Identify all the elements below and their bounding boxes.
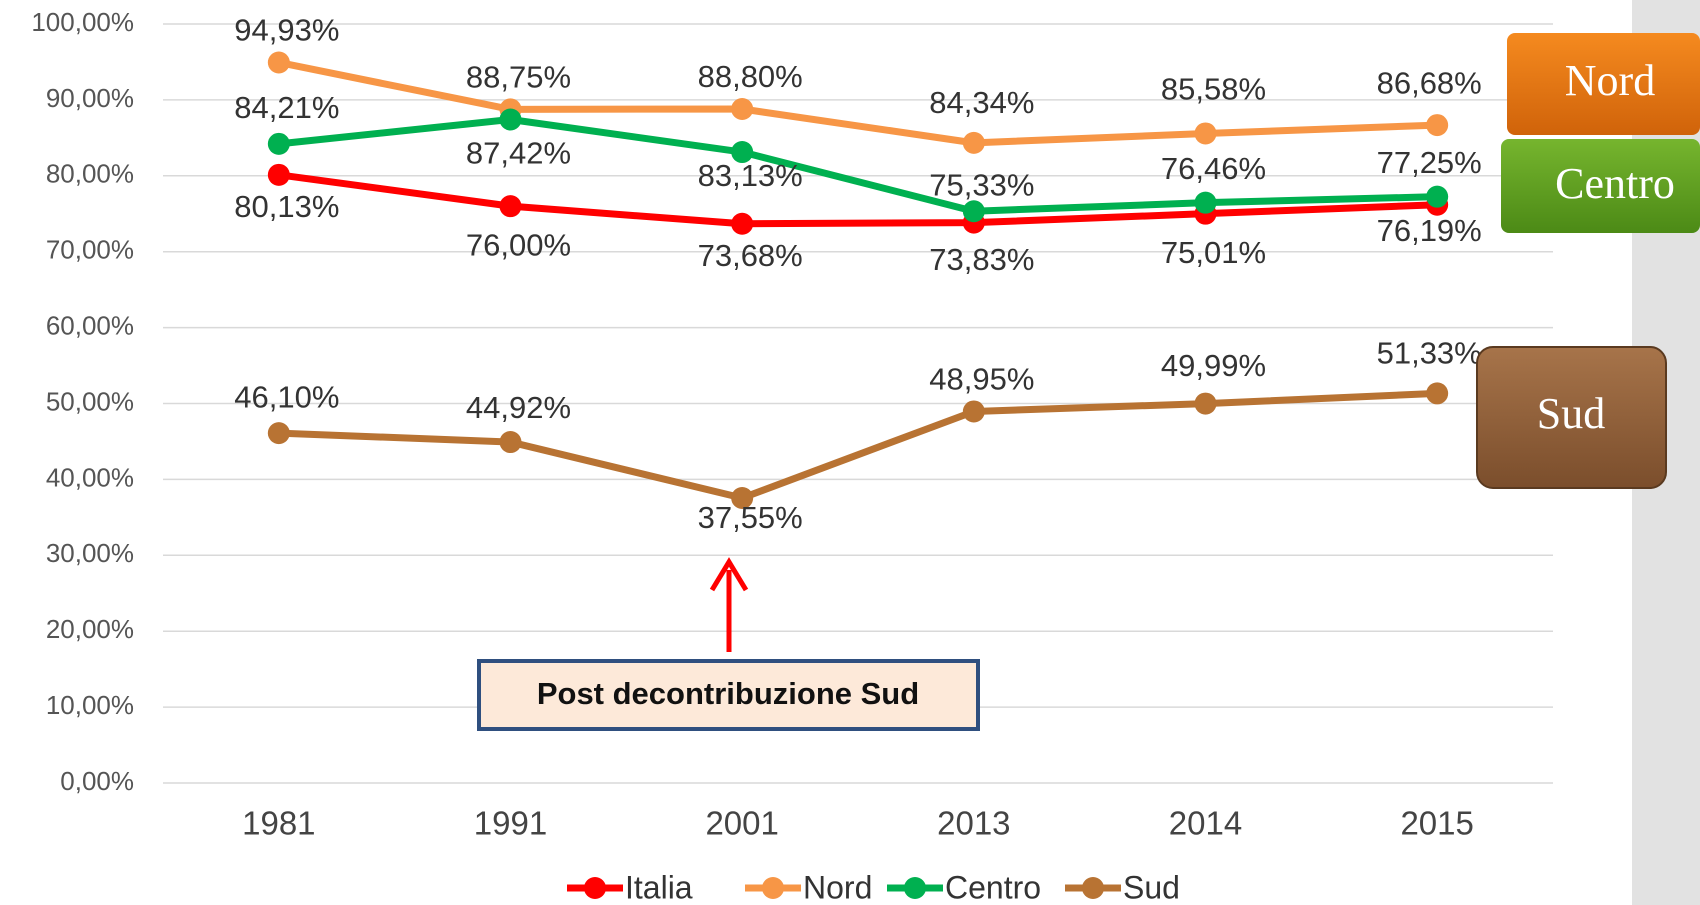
x-tick-label: 1991 <box>474 805 547 842</box>
data-label: 46,10% <box>234 379 339 414</box>
x-tick-label: 2001 <box>705 805 778 842</box>
data-label: 76,19% <box>1377 213 1482 248</box>
point <box>731 212 754 235</box>
point <box>1426 114 1449 137</box>
side-box <box>1507 33 1700 135</box>
data-label: 73,68% <box>698 238 803 273</box>
point <box>1194 191 1217 214</box>
point <box>962 400 985 423</box>
x-tick-label: 2013 <box>937 805 1010 842</box>
data-label: 77,25% <box>1377 145 1482 180</box>
y-tick-label: 70,00% <box>46 235 134 265</box>
data-label: 76,00% <box>466 227 571 262</box>
point <box>1426 382 1449 405</box>
data-label: 80,13% <box>234 189 339 224</box>
legend-swatch <box>1082 877 1104 899</box>
point <box>1426 185 1449 208</box>
point <box>962 200 985 223</box>
data-label: 86,68% <box>1377 65 1482 100</box>
y-tick-label: 80,00% <box>46 159 134 189</box>
data-label: 49,99% <box>1161 348 1266 383</box>
y-tick-label: 30,00% <box>46 538 134 568</box>
data-label: 84,34% <box>929 85 1034 120</box>
data-label: 83,13% <box>698 158 803 193</box>
data-label: 51,33% <box>1377 336 1482 371</box>
y-tick-label: 50,00% <box>46 386 134 416</box>
series-line <box>278 389 1438 502</box>
data-label: 37,55% <box>698 500 803 535</box>
data-label: 84,21% <box>234 90 339 125</box>
point <box>731 486 754 509</box>
plot: 0,00% 10,00% 20,00% 30,00% 40,00% 50,00% 60,00… <box>31 7 1553 905</box>
data-label: 75,33% <box>929 167 1034 202</box>
data-label: 88,80% <box>698 59 803 94</box>
side-label: Sud <box>1537 389 1605 438</box>
point <box>499 108 522 131</box>
y-tick-label: 100,00% <box>31 7 134 37</box>
side-label: Centro <box>1555 159 1675 208</box>
x-tick-label: 1981 <box>242 805 315 842</box>
data-label: 85,58% <box>1161 72 1266 107</box>
data-label: 94,93% <box>234 13 339 48</box>
y-tick-label: 0,00% <box>60 766 134 796</box>
legend-label: Sud <box>1123 869 1180 905</box>
data-label: 73,83% <box>929 242 1034 277</box>
point <box>962 131 985 154</box>
legend-label: Centro <box>945 869 1041 905</box>
series-line <box>278 59 1438 147</box>
point <box>499 431 522 454</box>
x-tick-label: 2014 <box>1169 805 1242 842</box>
point <box>499 195 522 218</box>
y-tick-label: 20,00% <box>46 614 134 644</box>
legend-swatch <box>584 877 606 899</box>
annotation-box <box>477 659 980 731</box>
series-line <box>278 171 1438 228</box>
side-label: Nord <box>1565 56 1655 105</box>
legend-swatch <box>762 877 784 899</box>
side-box <box>1501 139 1700 233</box>
data-label: 44,92% <box>466 390 571 425</box>
data-label: 88,75% <box>466 60 571 95</box>
legend-label: Italia <box>625 869 693 905</box>
y-tick-label: 90,00% <box>46 83 134 113</box>
point <box>267 422 290 445</box>
y-tick-label: 40,00% <box>46 462 134 492</box>
legend-label: Nord <box>803 869 872 905</box>
y-tick-label: 10,00% <box>46 690 134 720</box>
point <box>267 51 290 74</box>
data-label: 75,01% <box>1161 235 1266 270</box>
data-label: 48,95% <box>929 362 1034 397</box>
y-tick-label: 60,00% <box>46 310 134 340</box>
arrow-head <box>709 557 749 592</box>
point <box>1194 392 1217 415</box>
x-tick-label: 2015 <box>1400 805 1473 842</box>
annotation: Post decontribuzione Sud <box>537 676 919 711</box>
point <box>267 163 290 186</box>
legend-swatch <box>904 877 926 899</box>
point <box>731 141 754 164</box>
point <box>1194 122 1217 145</box>
data-label: 76,46% <box>1161 151 1266 186</box>
series-line <box>278 115 1438 215</box>
point <box>267 132 290 155</box>
side-box <box>1476 346 1667 489</box>
point <box>731 98 754 121</box>
data-label: 87,42% <box>466 136 571 171</box>
